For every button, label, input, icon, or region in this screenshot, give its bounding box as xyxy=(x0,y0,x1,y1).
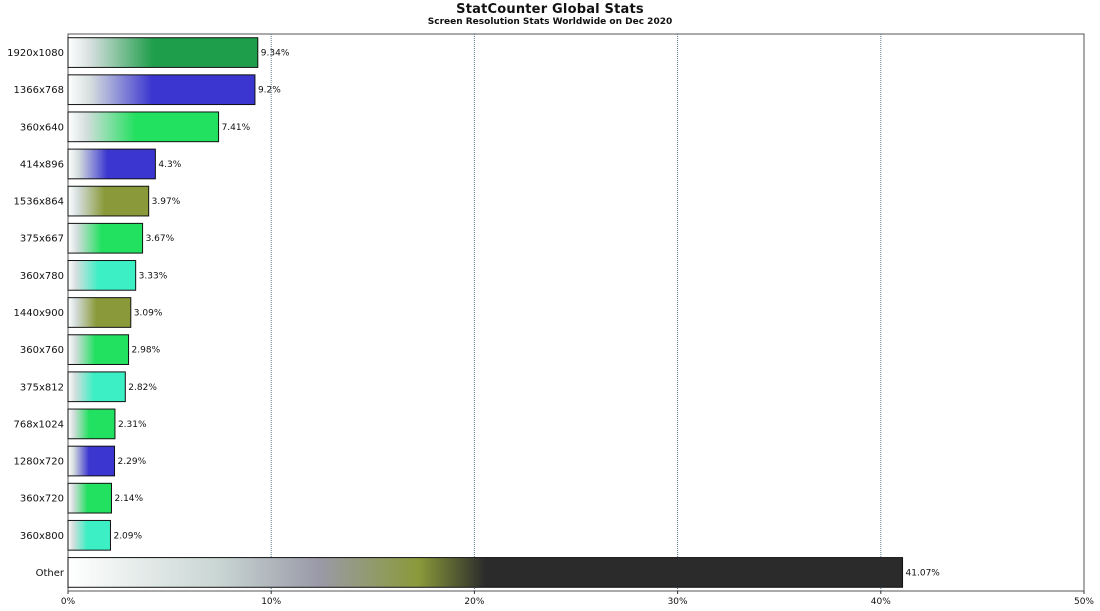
bar-1440x900 xyxy=(67,297,132,328)
bar-360x760 xyxy=(67,334,130,365)
category-label: 768x1024 xyxy=(14,419,64,430)
x-tick-label: 0% xyxy=(61,597,76,607)
x-tick-label: 40% xyxy=(871,597,891,607)
x-tick-label: 20% xyxy=(464,597,484,607)
bar-1366x768 xyxy=(67,74,256,106)
value-label: 2.31% xyxy=(118,420,147,430)
value-label: 2.09% xyxy=(113,531,142,541)
category-label: 360x760 xyxy=(20,345,64,356)
value-label: 41.07% xyxy=(906,568,941,578)
value-label: 9.34% xyxy=(261,49,290,59)
value-label: 3.33% xyxy=(139,271,168,281)
bar-1536x864 xyxy=(67,185,150,217)
bar-Other xyxy=(67,557,904,588)
category-label: 360x800 xyxy=(20,531,64,542)
labels: 1920x1080 9.34% 1366x768 9.2% 360x640 7.41% 41… xyxy=(7,48,940,579)
category-label: 360x720 xyxy=(20,494,64,505)
bar-1920x1080 xyxy=(67,37,259,68)
value-label: 7.41% xyxy=(222,123,251,133)
bars xyxy=(67,37,904,588)
x-tick-label: 30% xyxy=(668,597,688,607)
category-label: 375x667 xyxy=(20,234,64,245)
value-label: 9.2% xyxy=(258,86,281,96)
value-label: 3.67% xyxy=(146,234,175,244)
value-label: 4.3% xyxy=(158,160,181,170)
category-label: 375x812 xyxy=(20,382,64,393)
bar-360x640 xyxy=(67,111,220,143)
bar-360x720 xyxy=(67,482,112,514)
chart-title: StatCounter Global Stats xyxy=(456,2,644,17)
value-label: 2.98% xyxy=(132,346,161,356)
category-label: 414x896 xyxy=(20,159,64,170)
x-axis: 0% 10% 20% 30% 40% 50% xyxy=(61,591,1094,607)
x-tick-label: 50% xyxy=(1074,597,1094,607)
category-label: 1440x900 xyxy=(14,308,64,319)
category-label: Other xyxy=(36,568,65,579)
plot-frame xyxy=(67,33,1085,592)
category-label: 1280x720 xyxy=(14,457,64,468)
value-label: 2.14% xyxy=(114,494,143,504)
bar-360x780 xyxy=(67,260,137,291)
x-tick-label: 10% xyxy=(261,597,281,607)
category-label: 1920x1080 xyxy=(7,48,64,59)
category-label: 1366x768 xyxy=(14,85,64,96)
category-label: 360x780 xyxy=(20,271,64,282)
chart-subtitle: Screen Resolution Stats Worldwide on Dec… xyxy=(427,17,673,27)
bar-414x896 xyxy=(67,148,156,180)
value-label: 3.97% xyxy=(152,197,181,207)
value-label: 3.09% xyxy=(134,309,163,319)
bar-375x812 xyxy=(67,371,126,403)
bar-360x800 xyxy=(67,519,111,551)
value-label: 2.29% xyxy=(118,457,147,467)
grid xyxy=(67,33,1085,592)
value-label: 2.82% xyxy=(128,383,157,393)
bar-768x1024 xyxy=(67,408,116,440)
bar-375x667 xyxy=(67,222,144,254)
bar-1280x720 xyxy=(67,445,116,477)
category-label: 360x640 xyxy=(20,122,64,133)
category-label: 1536x864 xyxy=(14,197,64,208)
